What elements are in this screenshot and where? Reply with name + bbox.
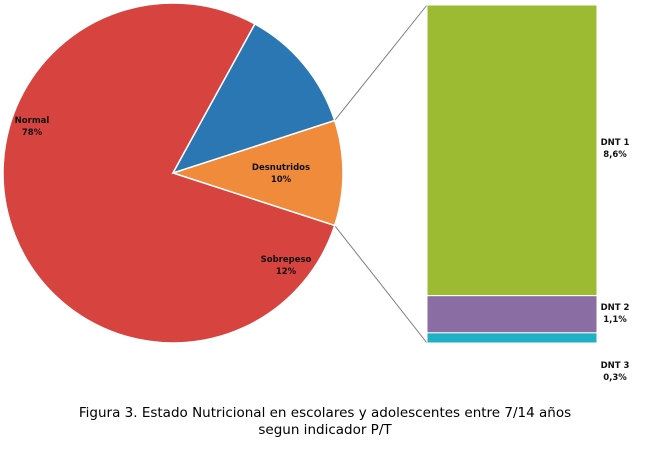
- connector-lines: [334, 4, 428, 344]
- bar-segment-dnt-3: [426, 332, 598, 344]
- segment-label-dnt-3: DNT 3: [601, 361, 630, 371]
- connector-line-bottom: [334, 225, 428, 344]
- bar-segment-dnt-1: [426, 4, 598, 297]
- slice-value-normal: 78%: [22, 128, 43, 138]
- caption-line-2: segun indicador P/T: [258, 422, 392, 438]
- segment-label-dnt-2: DNT 2: [601, 303, 630, 313]
- segment-value-dnt-1: 8,6%: [603, 150, 627, 160]
- segment-label-dnt-1: DNT 1: [601, 138, 630, 148]
- slice-value-desnutridos: 10%: [271, 175, 292, 185]
- data-labels: Normal 78% Desnutridos 10% Sobrepeso 12% DNT 1…: [15, 116, 630, 383]
- segment-value-dnt-3: 0,3%: [603, 373, 627, 383]
- pie-slice-desnutridos: [170, 119, 344, 227]
- slice-label-sobrepeso: Sobrepeso: [261, 255, 312, 265]
- pie-slice-normal: [2, 2, 336, 344]
- segment-value-dnt-2: 1,1%: [603, 315, 627, 325]
- bar-segment-dnt-2: [426, 295, 598, 334]
- pie: [2, 2, 344, 344]
- slice-label-desnutridos: Desnutridos: [252, 163, 310, 173]
- caption-line-1: Figura 3. Estado Nutricional en escolare…: [78, 405, 572, 421]
- bar-of-pie-chart: Normal 78% Desnutridos 10% Sobrepeso 12% DNT 1…: [2, 2, 630, 383]
- pie-slice-sobrepeso: [171, 23, 336, 175]
- slice-value-sobrepeso: 12%: [276, 267, 297, 277]
- figure-caption: Figura 3. Estado Nutricional en escolare…: [0, 405, 650, 439]
- stacked-bar: [426, 4, 598, 344]
- slice-label-normal: Normal: [15, 116, 50, 126]
- connector-line-top: [334, 4, 428, 121]
